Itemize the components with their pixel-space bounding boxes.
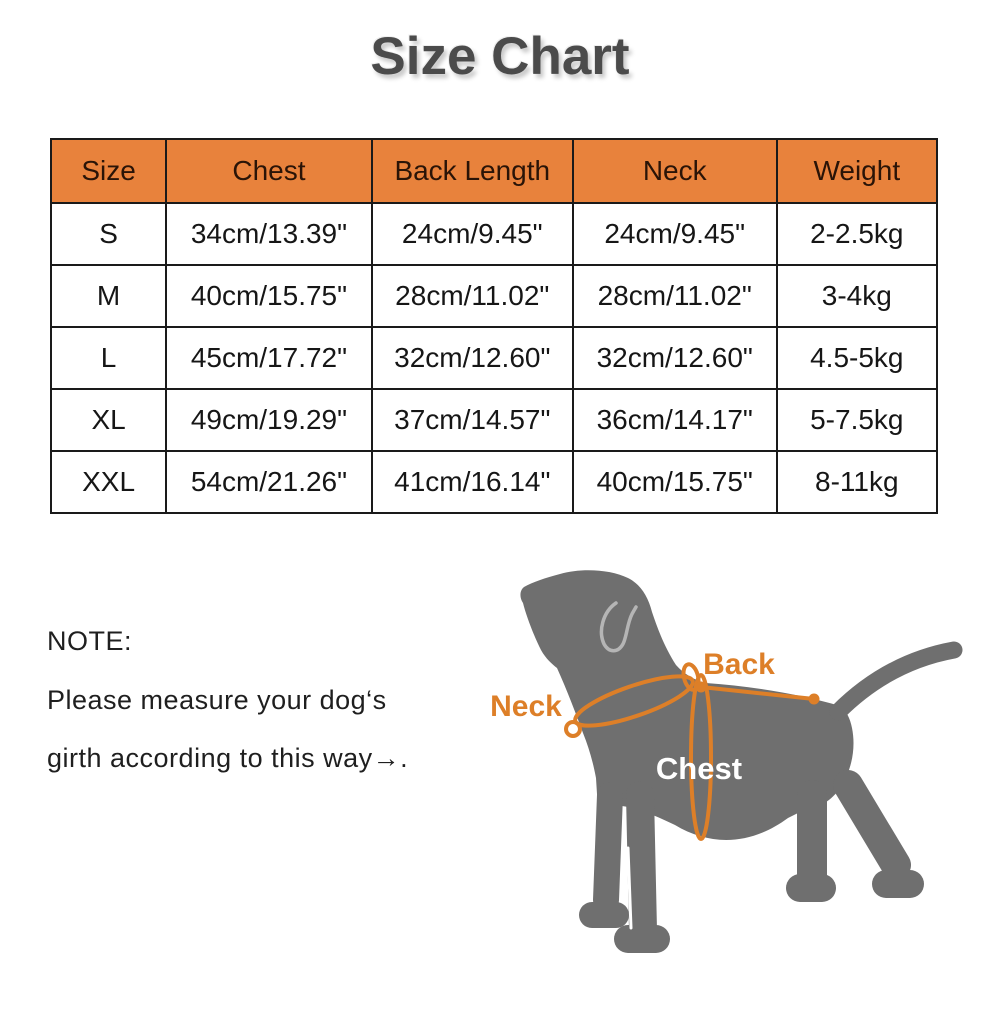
cell-neck: 24cm/9.45": [571, 202, 778, 266]
cell-back: 32cm/12.60": [370, 326, 574, 390]
cell-back: 24cm/9.45": [370, 202, 574, 266]
cell-size: XXL: [49, 450, 168, 514]
cell-weight: 4.5-5kg: [775, 326, 939, 390]
cell-size: S: [49, 202, 168, 266]
note-heading: NOTE:: [47, 626, 133, 656]
cell-chest: 54cm/21.26": [165, 450, 373, 514]
back-line-dot-left: [695, 681, 707, 693]
size-table: Size Chest Back Length Neck Weight S 34c…: [49, 138, 939, 514]
cell-size: M: [49, 264, 168, 328]
back-label: Back: [703, 648, 775, 681]
note-line-2: girth according to this way→.: [47, 743, 409, 773]
cell-weight: 5-7.5kg: [775, 388, 939, 452]
cell-weight: 3-4kg: [775, 264, 939, 328]
table-row: M 40cm/15.75" 28cm/11.02" 28cm/11.02" 3-…: [49, 264, 939, 328]
dog-ear-outline-icon: [599, 601, 638, 653]
dog-diagram-svg: Neck Back Chest: [490, 570, 963, 953]
neck-label: Neck: [490, 690, 562, 723]
page-title: Size Chart: [370, 27, 630, 86]
dog-measurement-diagram: Neck Back Chest: [450, 545, 990, 1005]
column-header-size: Size: [49, 138, 168, 204]
column-header-neck: Neck: [571, 138, 778, 204]
cell-chest: 49cm/19.29": [165, 388, 373, 452]
cell-neck: 28cm/11.02": [571, 264, 778, 328]
column-header-weight: Weight: [775, 138, 939, 204]
neck-measure-curl: [564, 720, 582, 738]
chest-label: Chest: [656, 751, 742, 786]
dog-legs: [579, 770, 924, 953]
column-header-back-length: Back Length: [370, 138, 574, 204]
back-measure-line: [700, 685, 815, 701]
back-line-dot-right: [808, 693, 820, 705]
cell-neck: 32cm/12.60": [571, 326, 778, 390]
cell-neck: 40cm/15.75": [571, 450, 778, 514]
measurement-marks: [564, 662, 815, 841]
cell-back: 41cm/16.14": [370, 450, 574, 514]
note-line-1: Please measure your dog‘s: [47, 685, 387, 715]
cell-chest: 45cm/17.72": [165, 326, 373, 390]
cell-back: 28cm/11.02": [370, 264, 574, 328]
table-row: XXL 54cm/21.26" 41cm/16.14" 40cm/15.75" …: [49, 450, 939, 514]
cell-weight: 8-11kg: [775, 450, 939, 514]
cell-chest: 40cm/15.75": [165, 264, 373, 328]
cell-neck: 36cm/14.17": [571, 388, 778, 452]
cell-size: L: [49, 326, 168, 390]
dog-tail: [829, 641, 963, 721]
measure-note: NOTE: Please measure your dog‘s girth ac…: [47, 626, 408, 774]
cell-weight: 2-2.5kg: [775, 202, 939, 266]
column-header-chest: Chest: [165, 138, 373, 204]
table-header-row: Size Chest Back Length Neck Weight: [49, 138, 939, 204]
table-row: S 34cm/13.39" 24cm/9.45" 24cm/9.45" 2-2.…: [49, 202, 939, 266]
cell-size: XL: [49, 388, 168, 452]
front-leg-seam: [626, 846, 633, 930]
size-table-wrapper: Size Chest Back Length Neck Weight S 34c…: [49, 138, 939, 514]
cell-chest: 34cm/13.39": [165, 202, 373, 266]
chest-measure-ellipse: [689, 673, 713, 841]
cell-back: 37cm/14.57": [370, 388, 574, 452]
table-row: L 45cm/17.72" 32cm/12.60" 32cm/12.60" 4.…: [49, 326, 939, 390]
table-row: XL 49cm/19.29" 37cm/14.57" 36cm/14.17" 5…: [49, 388, 939, 452]
